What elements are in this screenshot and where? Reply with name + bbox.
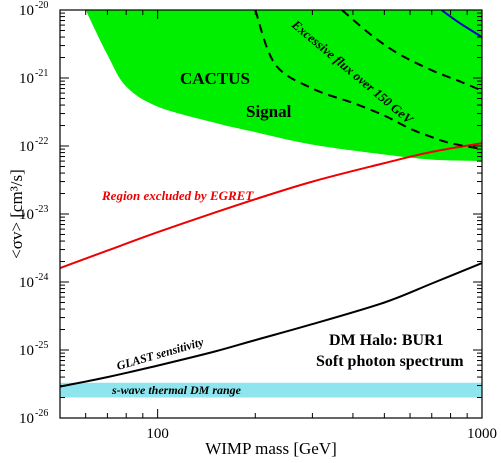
x-tick-label: 100 bbox=[146, 426, 169, 442]
cactus-label: CACTUS bbox=[180, 69, 250, 88]
y-tick-exponent: -22 bbox=[35, 136, 48, 147]
ticks-layer bbox=[59, 9, 483, 419]
y-tick-label: 10 bbox=[19, 275, 34, 291]
bands-layer bbox=[60, 10, 482, 398]
y-tick-label: 10 bbox=[19, 411, 34, 427]
swave-label: s-wave thermal DM range bbox=[111, 383, 242, 397]
y-axis-title: <σv> [cm³/s] bbox=[7, 169, 26, 259]
y-tick-exponent: -23 bbox=[35, 204, 48, 215]
y-tick-label: 10 bbox=[19, 139, 34, 155]
y-tick-exponent: -25 bbox=[35, 340, 48, 351]
spectrum-label: Soft photon spectrum bbox=[316, 353, 464, 370]
y-tick-exponent: -26 bbox=[35, 408, 48, 419]
cactus-signal-band bbox=[85, 10, 482, 162]
blue-curve-line bbox=[440, 10, 482, 38]
egret-label: Region excluded by EGRET bbox=[101, 188, 254, 203]
region-excluded-by-egret-line bbox=[60, 142, 482, 270]
excessive-flux-over-150-gev-line bbox=[254, 10, 482, 151]
lines-layer bbox=[60, 10, 482, 388]
y-tick-exponent: -21 bbox=[35, 68, 48, 79]
x-tick-label: 1000 bbox=[467, 426, 497, 442]
y-tick-exponent: -24 bbox=[35, 272, 48, 283]
dashed-upper-line bbox=[341, 10, 482, 92]
x-axis-title: WIMP mass [GeV] bbox=[205, 439, 337, 458]
y-tick-label: 10 bbox=[19, 71, 34, 87]
halo-label: DM Halo: BUR1 bbox=[329, 332, 444, 349]
y-tick-exponent: -20 bbox=[35, 0, 48, 11]
y-tick-label: 10 bbox=[19, 207, 34, 223]
s-wave-thermal-dm-range-band bbox=[60, 382, 482, 398]
glast-sensitivity-line bbox=[60, 262, 482, 388]
y-tick-label: 10 bbox=[19, 3, 34, 19]
glast-label: GLAST sensitivity bbox=[115, 335, 206, 373]
signal-label: Signal bbox=[246, 102, 292, 121]
y-tick-label: 10 bbox=[19, 343, 34, 359]
